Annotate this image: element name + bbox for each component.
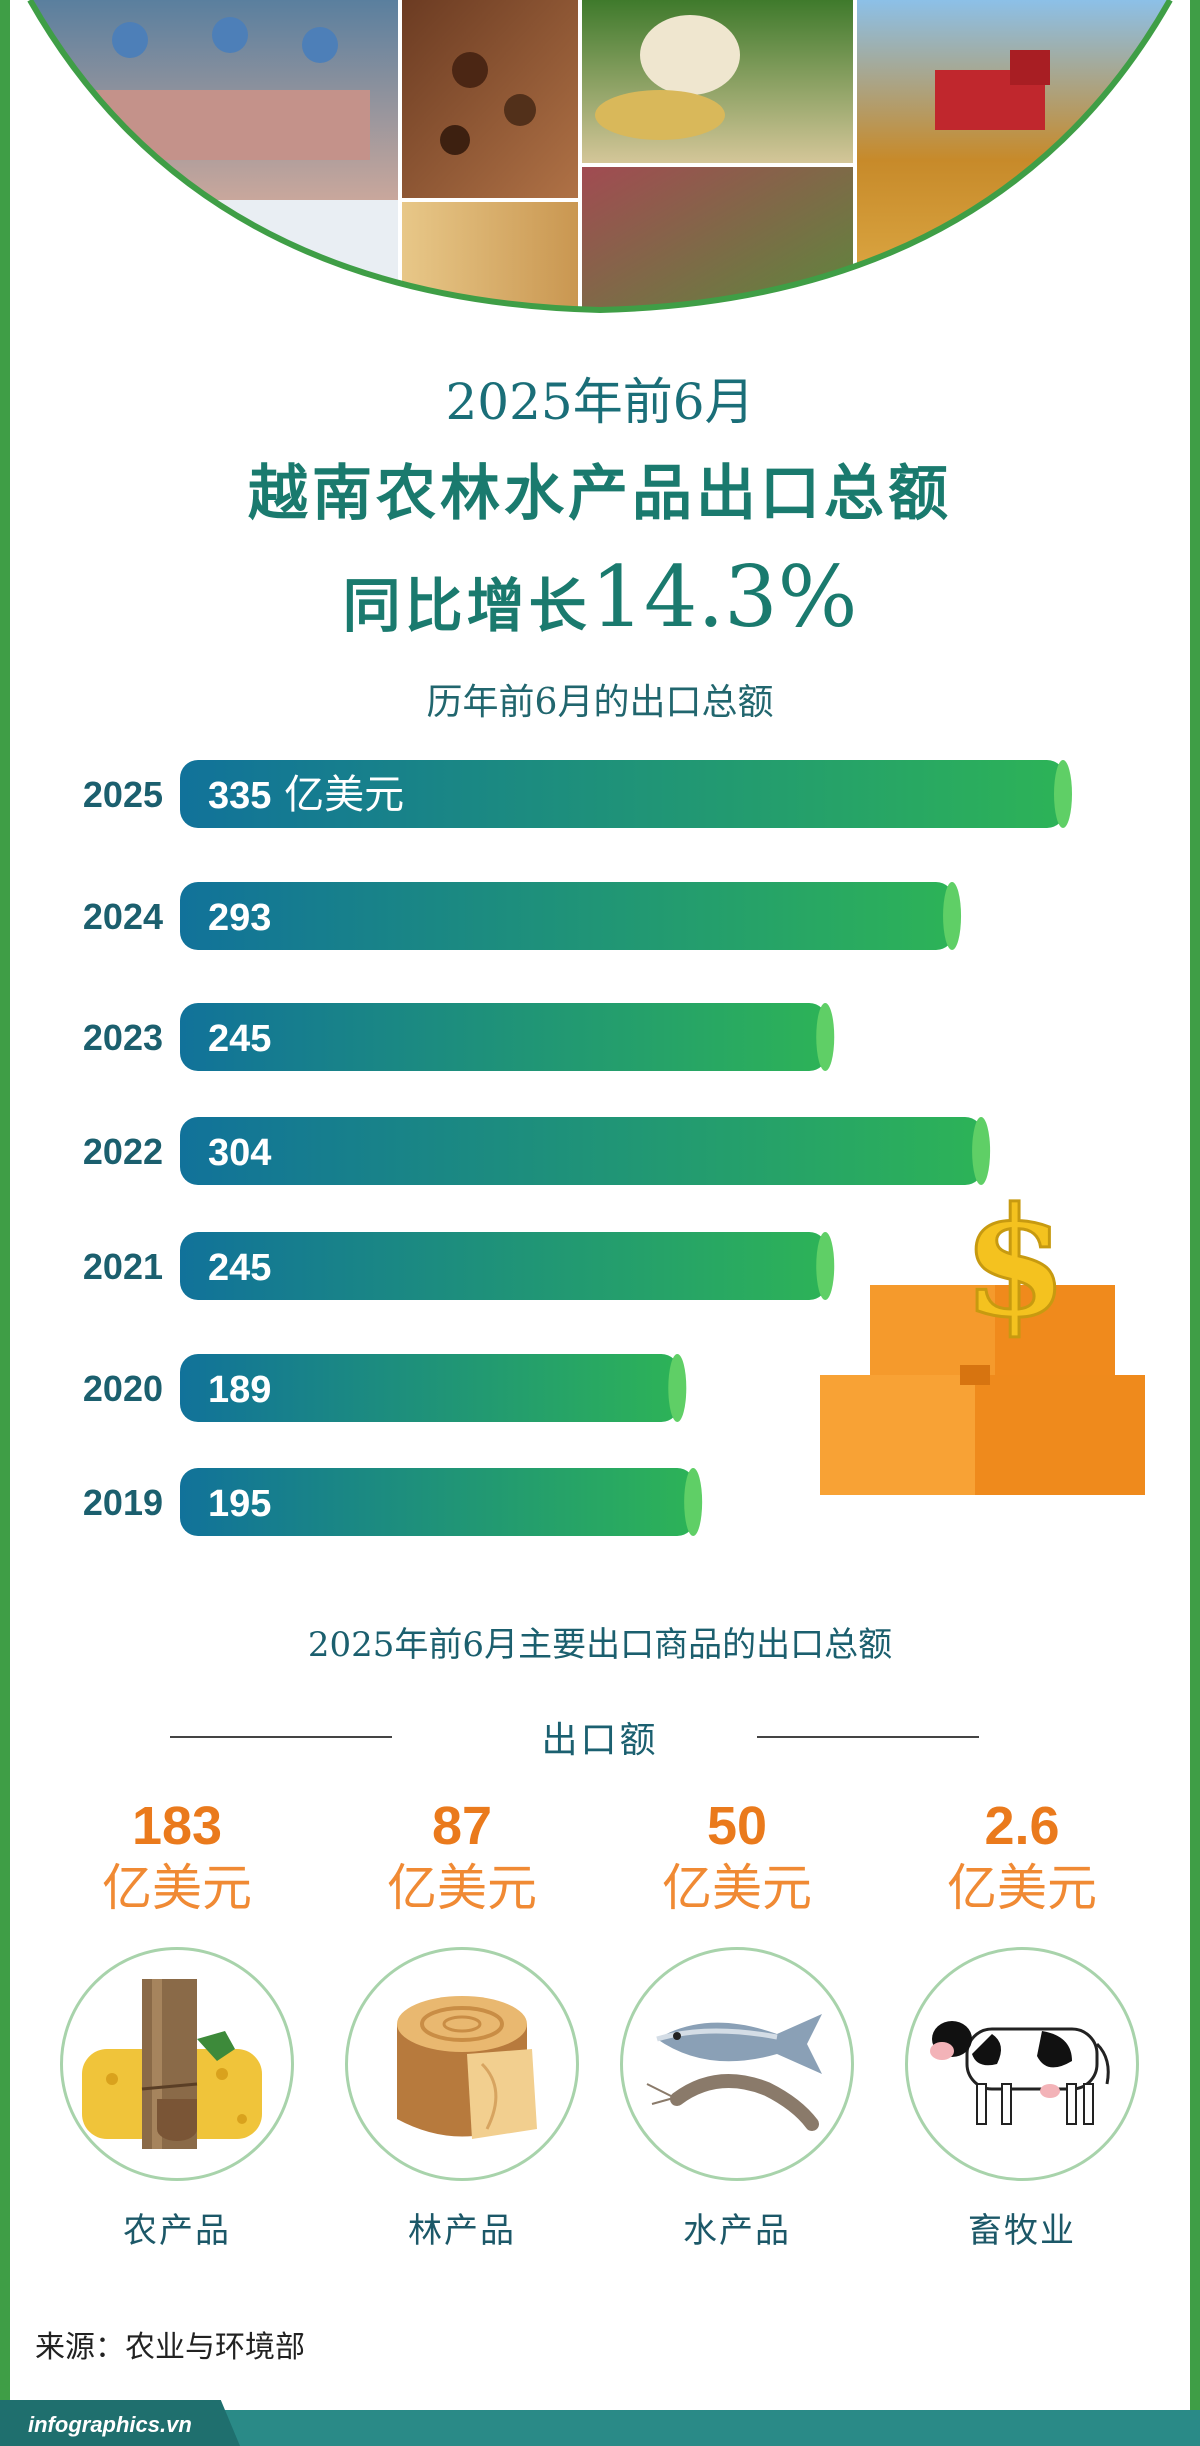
source-line: 来源：农业与环境部	[35, 2322, 305, 2366]
category-value: 87	[431, 1796, 493, 1856]
category-unit: 亿美元	[387, 1859, 537, 1917]
source-text: 农业与环境部	[125, 2330, 305, 2365]
category-name: 水产品	[683, 2211, 791, 2251]
fish-shrimp-icon	[646, 2014, 822, 2131]
category-value: 2.6	[984, 1796, 1060, 1856]
growth-title: 同比增长14.3%	[0, 548, 1200, 646]
year-label: 2023	[83, 1017, 163, 1058]
category-unit: 亿美元	[662, 1859, 812, 1917]
hero-photo-collage	[27, 0, 1173, 314]
bar-cap	[816, 1232, 835, 1300]
bar-2020	[180, 1354, 680, 1422]
category-forestry: 87 亿美元 林产品	[332, 1795, 592, 2252]
bar-cap	[684, 1468, 703, 1536]
growth-value: 14.3%	[590, 548, 858, 646]
growth-label: 同比增长	[342, 572, 591, 640]
bar-value-label: 304	[208, 1132, 271, 1174]
rubber-tree-icon	[82, 1979, 262, 2149]
bar-2022	[180, 1117, 984, 1185]
category-name: 农产品	[123, 2211, 231, 2251]
brand-logo-text: infographics.vn	[28, 2412, 192, 2437]
bar-group-2019: 2019 195	[83, 1468, 703, 1536]
frame-right-border	[1190, 0, 1200, 2410]
cow-icon	[930, 2021, 1110, 2125]
bar-cap	[668, 1354, 687, 1422]
bar-value-label: 293	[208, 897, 271, 939]
heading-rule-right	[757, 1736, 979, 1738]
bar-2025	[180, 760, 1065, 828]
category-value: 183	[131, 1796, 223, 1856]
bar-2019	[180, 1468, 696, 1536]
year-label: 2021	[83, 1246, 163, 1287]
dollar-sign-icon: $	[963, 1175, 1067, 1351]
category-unit: 亿美元	[102, 1859, 252, 1917]
wood-log-icon	[397, 1996, 537, 2139]
year-label: 2020	[83, 1368, 163, 1409]
bar-value-label: 335 亿美元	[208, 772, 404, 818]
year-label: 2024	[83, 896, 163, 937]
category-circle	[620, 1947, 854, 2181]
bar-2021	[180, 1232, 828, 1300]
bar-group-2020: 2020 189	[83, 1354, 687, 1422]
category-name: 畜牧业	[968, 2211, 1076, 2251]
section2-title: 2025年前6月主要出口商品的出口总额	[307, 1625, 893, 1665]
source-label: 来源：	[35, 2330, 125, 2365]
money-boxes-illustration: $	[820, 1174, 1145, 1495]
category-circle	[905, 1947, 1139, 2181]
year-label: 2022	[83, 1131, 163, 1172]
bar-group-2022: 2022 304	[83, 1117, 991, 1185]
heading-rule-left	[170, 1736, 392, 1738]
period-title: 2025年前6月	[445, 373, 755, 431]
bar-cap	[816, 1003, 835, 1071]
bar-cap	[972, 1117, 991, 1185]
category-livestock: 2.6 亿美元 畜牧业	[892, 1795, 1152, 2252]
bar-2023	[180, 1003, 828, 1071]
section2-heading: 出口额	[541, 1720, 659, 1761]
bar-group-2023: 2023 245	[83, 1003, 835, 1071]
frame-left-border	[0, 0, 10, 2410]
year-label: 2019	[83, 1482, 163, 1523]
category-unit: 亿美元	[947, 1859, 1097, 1917]
category-circle	[345, 1947, 579, 2181]
chart-subtitle: 历年前6月的出口总额	[426, 682, 774, 723]
bar-2024	[180, 882, 955, 950]
category-value: 50	[706, 1796, 768, 1856]
headline-title: 越南农林水产品出口总额	[248, 459, 952, 529]
bar-cap	[943, 882, 962, 950]
bar-group-2025: 2025 335 亿美元	[83, 760, 1072, 828]
category-agriculture: 183 亿美元 农产品	[47, 1795, 307, 2252]
bar-value-label: 189	[208, 1369, 271, 1411]
category-circle	[60, 1947, 294, 2181]
bar-value-label: 245	[208, 1018, 271, 1060]
footer-brand-tab	[0, 2400, 240, 2446]
category-aquatic: 50 亿美元 水产品	[607, 1795, 867, 2252]
bar-value-label: 245	[208, 1247, 271, 1289]
bar-group-2021: 2021 245	[83, 1232, 835, 1300]
year-label: 2025	[83, 774, 163, 815]
category-name: 林产品	[408, 2211, 516, 2251]
bar-value-label: 195	[208, 1483, 271, 1525]
bar-cap	[1054, 760, 1072, 828]
bar-group-2024: 2024 293	[83, 882, 962, 950]
